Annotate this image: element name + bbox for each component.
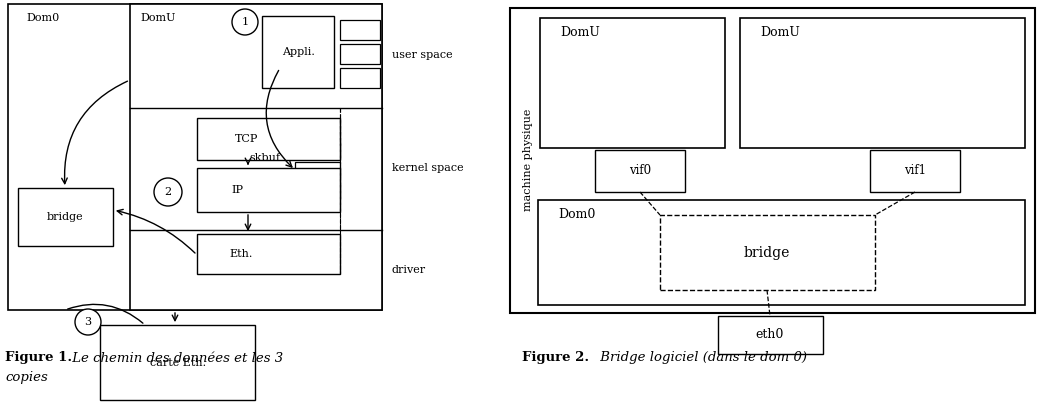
Bar — [295, 182, 340, 199]
Bar — [340, 68, 380, 88]
Bar — [295, 142, 340, 159]
Text: kernel space: kernel space — [392, 163, 464, 173]
Bar — [262, 16, 334, 88]
Bar — [660, 215, 875, 290]
Text: machine physique: machine physique — [523, 109, 533, 211]
Bar — [8, 4, 382, 310]
Text: Bridge logiciel (dans le dom 0): Bridge logiciel (dans le dom 0) — [596, 351, 807, 365]
Bar — [130, 4, 382, 310]
Text: bridge: bridge — [47, 212, 84, 222]
Circle shape — [75, 309, 101, 335]
Bar — [197, 234, 340, 274]
Bar — [295, 162, 340, 179]
Text: user space: user space — [392, 50, 453, 60]
Text: copies: copies — [5, 372, 48, 385]
Text: DomU: DomU — [560, 26, 600, 39]
Text: 2: 2 — [165, 187, 171, 197]
Bar — [538, 200, 1025, 305]
Text: 1: 1 — [241, 17, 248, 27]
Text: IP: IP — [231, 185, 243, 195]
Bar — [595, 150, 685, 192]
Circle shape — [232, 9, 258, 35]
Text: 3: 3 — [85, 317, 92, 327]
Text: Dom0: Dom0 — [557, 208, 595, 222]
Text: skbuf: skbuf — [250, 153, 281, 163]
Bar — [18, 188, 113, 246]
Bar — [718, 316, 823, 354]
Text: vif1: vif1 — [904, 164, 926, 178]
Text: Appli.: Appli. — [282, 47, 314, 57]
Bar — [197, 118, 340, 160]
Bar — [197, 168, 340, 212]
Text: DomU: DomU — [140, 13, 175, 23]
Text: Le chemin des données et les 3: Le chemin des données et les 3 — [68, 351, 283, 365]
Circle shape — [155, 178, 182, 206]
Text: bridge: bridge — [743, 246, 790, 260]
Bar — [100, 325, 255, 400]
Bar — [340, 20, 380, 40]
Text: vif0: vif0 — [628, 164, 651, 178]
Bar — [740, 18, 1025, 148]
Bar — [340, 44, 380, 64]
Bar — [511, 8, 1035, 313]
Text: Figure 1.: Figure 1. — [5, 351, 72, 365]
Text: DomU: DomU — [760, 26, 800, 39]
Text: carte Eth.: carte Eth. — [150, 358, 206, 368]
Bar — [870, 150, 960, 192]
Text: Figure 2.: Figure 2. — [522, 351, 589, 365]
Text: Dom0: Dom0 — [26, 13, 60, 23]
Text: eth0: eth0 — [756, 328, 784, 342]
Bar — [540, 18, 725, 148]
Text: Eth.: Eth. — [230, 249, 253, 259]
Text: TCP: TCP — [235, 134, 259, 144]
Text: driver: driver — [392, 265, 426, 275]
